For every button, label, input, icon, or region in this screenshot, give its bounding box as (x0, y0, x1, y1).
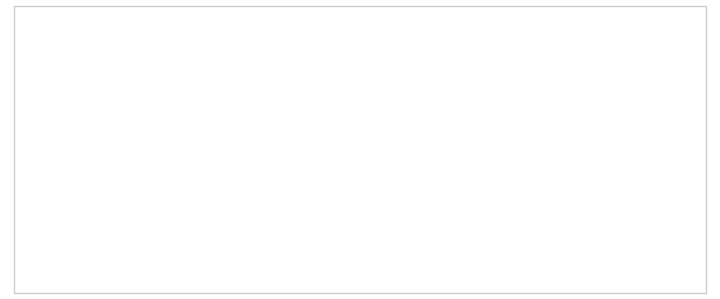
Text: $T_e \approx \frac{3}{2}T_P - \frac{1}{2}T_E$: $T_e \approx \frac{3}{2}T_P - \frac{1}{2… (63, 122, 177, 150)
Text: the answer depends on the direction of the velocity AND on the size of each cell: the answer depends on the direction of t… (75, 179, 613, 192)
Circle shape (35, 241, 46, 246)
Circle shape (32, 240, 49, 248)
Circle shape (35, 80, 52, 88)
Circle shape (32, 132, 49, 140)
Text: How is $\mathit{T_e}$ evaluated in the second-order upwind scheme?: How is $\mathit{T_e}$ evaluated in the s… (28, 29, 451, 48)
Circle shape (35, 181, 52, 189)
Text: $T_e \approx \frac{3}{2}T_P - \frac{1}{2}T_W$: $T_e \approx \frac{3}{2}T_P - \frac{1}{2… (63, 230, 182, 257)
Circle shape (38, 242, 44, 245)
Text: the answer depends on the direction of the velocity but does not depends on the : the answer depends on the direction of t… (75, 77, 660, 90)
